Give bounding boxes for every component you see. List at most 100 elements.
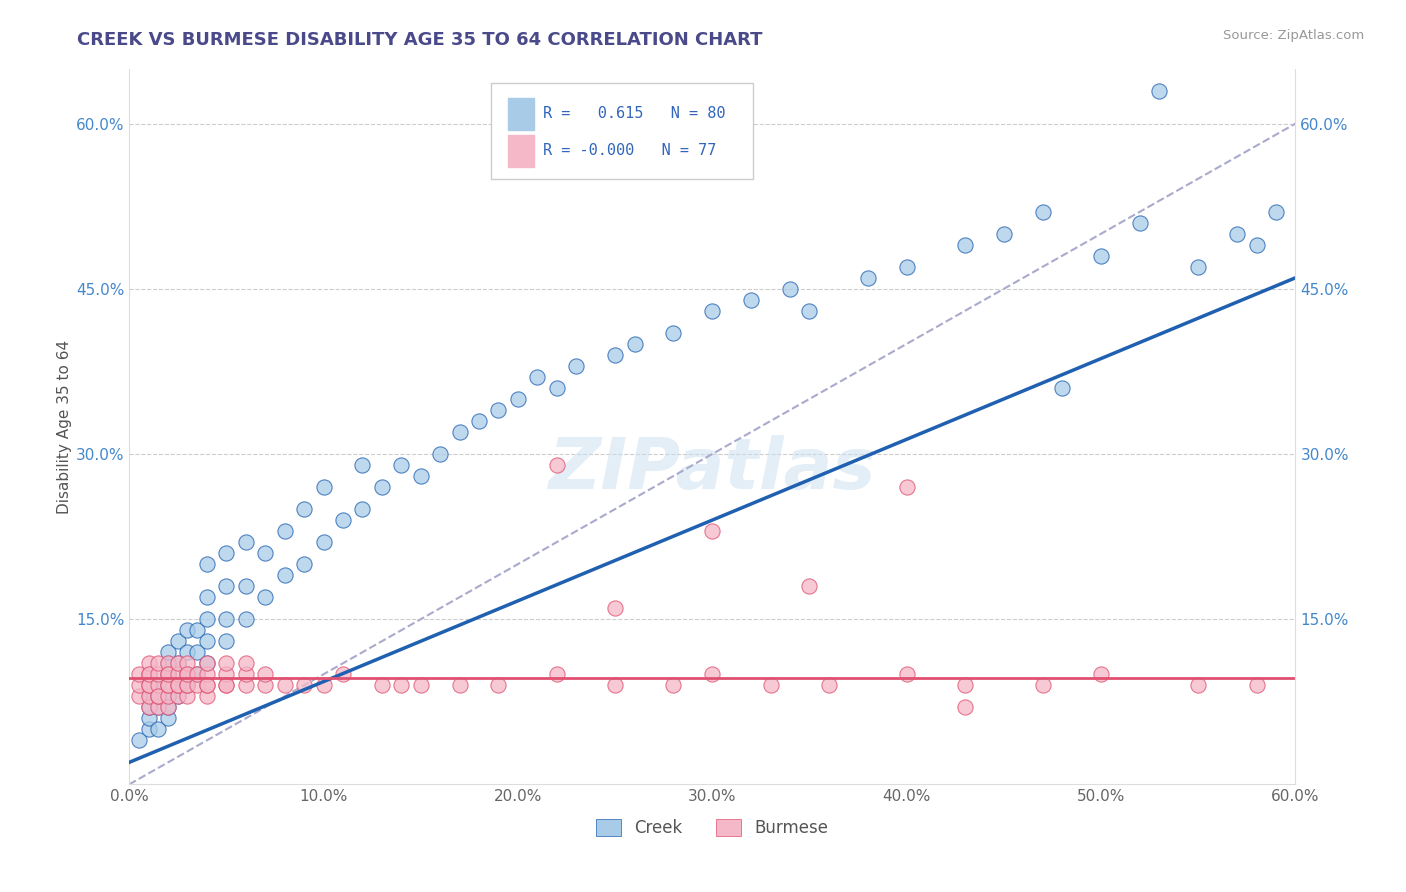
Point <box>603 348 626 362</box>
Point <box>468 414 491 428</box>
Point <box>389 678 412 692</box>
Point <box>186 678 208 692</box>
Point <box>953 678 976 692</box>
Point <box>409 469 432 483</box>
Point <box>157 667 180 681</box>
Point <box>157 711 180 725</box>
Point <box>856 270 879 285</box>
Point <box>157 700 180 714</box>
Point <box>138 667 160 681</box>
Point <box>254 546 277 560</box>
Point <box>779 282 801 296</box>
Point <box>488 403 510 417</box>
Point <box>449 678 471 692</box>
Point <box>176 690 198 704</box>
Point <box>896 260 918 274</box>
Point <box>148 700 170 714</box>
Point <box>235 579 257 593</box>
Point <box>332 513 354 527</box>
Point <box>157 657 180 671</box>
Point <box>195 678 218 692</box>
Point <box>176 678 198 692</box>
Point <box>546 381 568 395</box>
Point <box>702 667 724 681</box>
Point <box>195 690 218 704</box>
Point <box>148 690 170 704</box>
Point <box>148 667 170 681</box>
Point <box>138 657 160 671</box>
Point <box>526 370 548 384</box>
Point <box>799 303 821 318</box>
Point <box>128 733 150 747</box>
Point <box>273 524 295 538</box>
Point <box>740 293 762 307</box>
Point <box>186 667 208 681</box>
Point <box>352 458 374 472</box>
Point <box>488 678 510 692</box>
Point <box>312 535 335 549</box>
Point <box>195 657 218 671</box>
Point <box>157 690 180 704</box>
Point <box>138 700 160 714</box>
Point <box>148 723 170 737</box>
Point <box>254 678 277 692</box>
Point <box>186 667 208 681</box>
Point <box>1246 237 1268 252</box>
Point <box>138 690 160 704</box>
Point <box>215 678 238 692</box>
Y-axis label: Disability Age 35 to 64: Disability Age 35 to 64 <box>58 339 72 514</box>
Point <box>148 690 170 704</box>
Point <box>138 700 160 714</box>
Point <box>273 678 295 692</box>
Point <box>138 723 160 737</box>
Point <box>993 227 1015 241</box>
Bar <box>508 97 534 129</box>
Point <box>215 667 238 681</box>
Point <box>1187 260 1209 274</box>
Point <box>138 678 160 692</box>
Point <box>215 579 238 593</box>
Point <box>292 678 315 692</box>
Point <box>195 612 218 626</box>
Point <box>148 700 170 714</box>
Text: ZIPatlas: ZIPatlas <box>548 435 876 504</box>
Point <box>186 624 208 638</box>
Point <box>896 667 918 681</box>
Point <box>215 612 238 626</box>
Point <box>1265 204 1288 219</box>
Point <box>176 667 198 681</box>
Point <box>1032 678 1054 692</box>
Point <box>1090 249 1112 263</box>
Point <box>292 502 315 516</box>
Point <box>157 657 180 671</box>
Point <box>148 678 170 692</box>
Point <box>273 568 295 582</box>
Point <box>254 667 277 681</box>
Point <box>157 667 180 681</box>
Point <box>332 667 354 681</box>
Point <box>195 678 218 692</box>
Point <box>195 557 218 571</box>
Point <box>176 645 198 659</box>
Text: Source: ZipAtlas.com: Source: ZipAtlas.com <box>1223 29 1364 42</box>
Point <box>352 502 374 516</box>
Point <box>148 678 170 692</box>
Point <box>429 447 451 461</box>
Point <box>506 392 529 406</box>
Point <box>195 590 218 604</box>
Point <box>148 690 170 704</box>
Point <box>176 667 198 681</box>
Point <box>138 667 160 681</box>
Point <box>166 690 188 704</box>
Point <box>138 678 160 692</box>
Point <box>565 359 588 373</box>
Legend: Creek, Burmese: Creek, Burmese <box>589 813 835 844</box>
Point <box>371 678 394 692</box>
Point <box>662 326 685 340</box>
Point <box>1246 678 1268 692</box>
Point <box>235 667 257 681</box>
Point <box>1226 227 1249 241</box>
Point <box>176 624 198 638</box>
Point <box>148 657 170 671</box>
Point <box>235 612 257 626</box>
